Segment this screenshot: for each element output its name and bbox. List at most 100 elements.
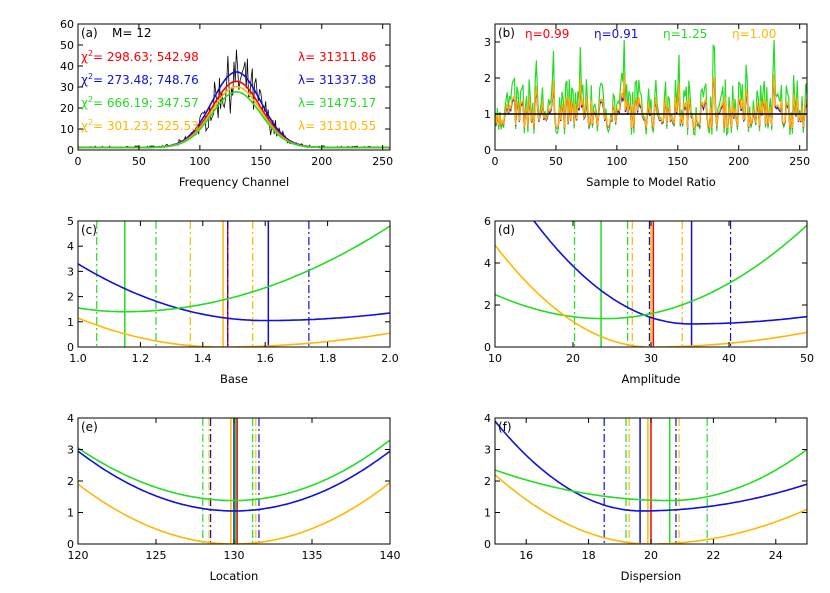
panel-b: 0 50 100 150 200 250 0 1 2 3 (b) Sample to Model … <box>484 23 810 189</box>
annotation-blue-lambda: λ= 31337.38 <box>298 73 376 87</box>
y-tick-label: 2 <box>67 475 74 488</box>
panel-c: 1.0 1.2 1.4 1.6 1.8 2.0 0 1 2 3 4 5 (c) Base <box>67 215 399 386</box>
chi-equals: = <box>93 119 107 133</box>
lambda-symbol: λ= <box>298 96 319 110</box>
x-tick-label: 1.6 <box>256 352 274 365</box>
x-tick-label: 18 <box>582 549 596 562</box>
x-tick-label: 0 <box>75 155 82 168</box>
lambda-symbol: λ= <box>298 119 319 133</box>
x-tick-label: 250 <box>372 155 393 168</box>
panel-d-series <box>495 221 807 347</box>
annotation-blue-chi: χ2= 273.48; 748.76 <box>81 72 199 87</box>
y-tick-label: 2 <box>67 291 74 304</box>
panel-d-frame <box>494 220 808 348</box>
y-tick-label: 0 <box>67 144 74 157</box>
y-tick-label: 30 <box>60 81 74 94</box>
x-tick-label: 10 <box>488 352 502 365</box>
panel-c-frame <box>77 220 391 348</box>
annotation-orange: χ2= 301.23; 525.53 λ= 31310.55 <box>81 118 376 133</box>
curve-orange <box>78 481 390 544</box>
panel-d-plot: 10 20 30 40 50 0 2 4 6 <box>484 215 814 365</box>
curve-green <box>78 439 390 502</box>
panel-d-xlabel: Amplitude <box>622 372 681 386</box>
annotation-red-chi: χ2= 298.63; 542.98 <box>81 49 199 64</box>
panel-a-plot: 0 50 100 150 200 250 0 10 20 30 40 50 60 <box>60 18 393 168</box>
x-tick-label: 20 <box>566 352 580 365</box>
chi-equals: = <box>93 50 107 64</box>
y-tick-label: 1 <box>484 108 491 121</box>
panel-e: 120 125 130 135 140 0 1 2 3 4 (e) Location <box>67 412 401 583</box>
panel-f-plot: 16 18 20 22 24 0 1 2 3 4 <box>484 412 807 562</box>
lambda-value: 31337.38 <box>319 73 376 87</box>
y-tick-label: 3 <box>484 36 491 49</box>
chi-superscript: 2 <box>88 72 93 81</box>
y-tick-label: 3 <box>484 444 491 457</box>
annotation-green-chi: χ2= 666.19; 347.57 <box>81 95 199 110</box>
legend-eta-blue: η=0.91 <box>594 27 638 41</box>
panel-a-annotations: χ2= 298.63; 542.98 λ= 31311.86 χ2= 273.4… <box>81 49 376 133</box>
legend-eta-green: η=1.25 <box>663 27 707 41</box>
x-tick-label: 24 <box>769 549 783 562</box>
lambda-symbol: λ= <box>298 50 319 64</box>
panel-b-label: (b) <box>498 26 515 40</box>
panel-c-label: (c) <box>81 223 97 237</box>
x-tick-label: 150 <box>250 155 271 168</box>
panel-b-xlabel: Sample to Model Ratio <box>586 175 716 189</box>
x-tick-label: 100 <box>606 155 627 168</box>
x-tick-label: 1.2 <box>132 352 150 365</box>
x-tick-label: 30 <box>644 352 658 365</box>
annotation-red: χ2= 298.63; 542.98 λ= 31311.86 <box>81 49 376 64</box>
annotation-red-lambda: λ= 31311.86 <box>298 50 376 64</box>
panel-b-series <box>495 39 807 137</box>
panel-d-label: (d) <box>498 223 515 237</box>
y-tick-label: 0 <box>67 341 74 354</box>
x-tick-label: 250 <box>789 155 810 168</box>
lambda-value: 31310.55 <box>319 119 376 133</box>
panel-d: 10 20 30 40 50 0 2 4 6 (d) Amplitude <box>484 215 814 386</box>
chi-superscript: 2 <box>88 95 93 104</box>
y-tick-label: 4 <box>67 240 74 253</box>
y-tick-label: 3 <box>67 265 74 278</box>
y-tick-label: 2 <box>484 72 491 85</box>
x-tick-label: 200 <box>311 155 332 168</box>
series-red <box>78 80 390 149</box>
y-tick-label: 1 <box>484 507 491 520</box>
curve-blue <box>78 450 390 512</box>
legend-eta-red: η=0.99 <box>525 27 569 41</box>
panel-e-frame <box>77 417 391 545</box>
chi-superscript: 2 <box>88 118 93 127</box>
curve-orange <box>495 244 807 347</box>
x-tick-label: 135 <box>302 549 323 562</box>
x-tick-label: 1.0 <box>69 352 87 365</box>
panel-f-series <box>495 418 807 544</box>
x-tick-label: 100 <box>189 155 210 168</box>
chi-values: 298.63; 542.98 <box>107 50 199 64</box>
x-tick-label: 120 <box>68 549 89 562</box>
panel-b-frame <box>494 23 808 151</box>
panel-e-series <box>78 418 390 544</box>
panel-b-plot: 0 50 100 150 200 250 0 1 2 3 <box>484 24 810 168</box>
y-tick-label: 1 <box>67 316 74 329</box>
x-tick-label: 20 <box>644 549 658 562</box>
x-tick-label: 1.4 <box>194 352 212 365</box>
panel-f-frame <box>494 417 808 545</box>
chi-values: 666.19; 347.57 <box>107 96 199 110</box>
y-tick-label: 1 <box>67 507 74 520</box>
y-tick-label: 20 <box>60 102 74 115</box>
y-tick-label: 2 <box>484 299 491 312</box>
curve-blue <box>533 221 807 325</box>
y-tick-label: 40 <box>60 60 74 73</box>
panel-a: 0 50 100 150 200 250 0 10 20 30 40 50 60 (a) M= 12 F… <box>60 18 393 189</box>
chi-values: 301.23; 525.53 <box>107 119 199 133</box>
curve-blue <box>495 420 807 512</box>
y-tick-label: 5 <box>67 215 74 228</box>
ratio-series-orange <box>495 74 807 130</box>
y-tick-label: 4 <box>484 257 491 270</box>
y-tick-label: 3 <box>67 444 74 457</box>
y-tick-label: 50 <box>60 39 74 52</box>
chi-equals: = <box>93 73 107 87</box>
annotation-blue: χ2= 273.48; 748.76 λ= 31337.38 <box>81 72 376 87</box>
x-tick-label: 130 <box>224 549 245 562</box>
x-tick-label: 50 <box>800 352 814 365</box>
